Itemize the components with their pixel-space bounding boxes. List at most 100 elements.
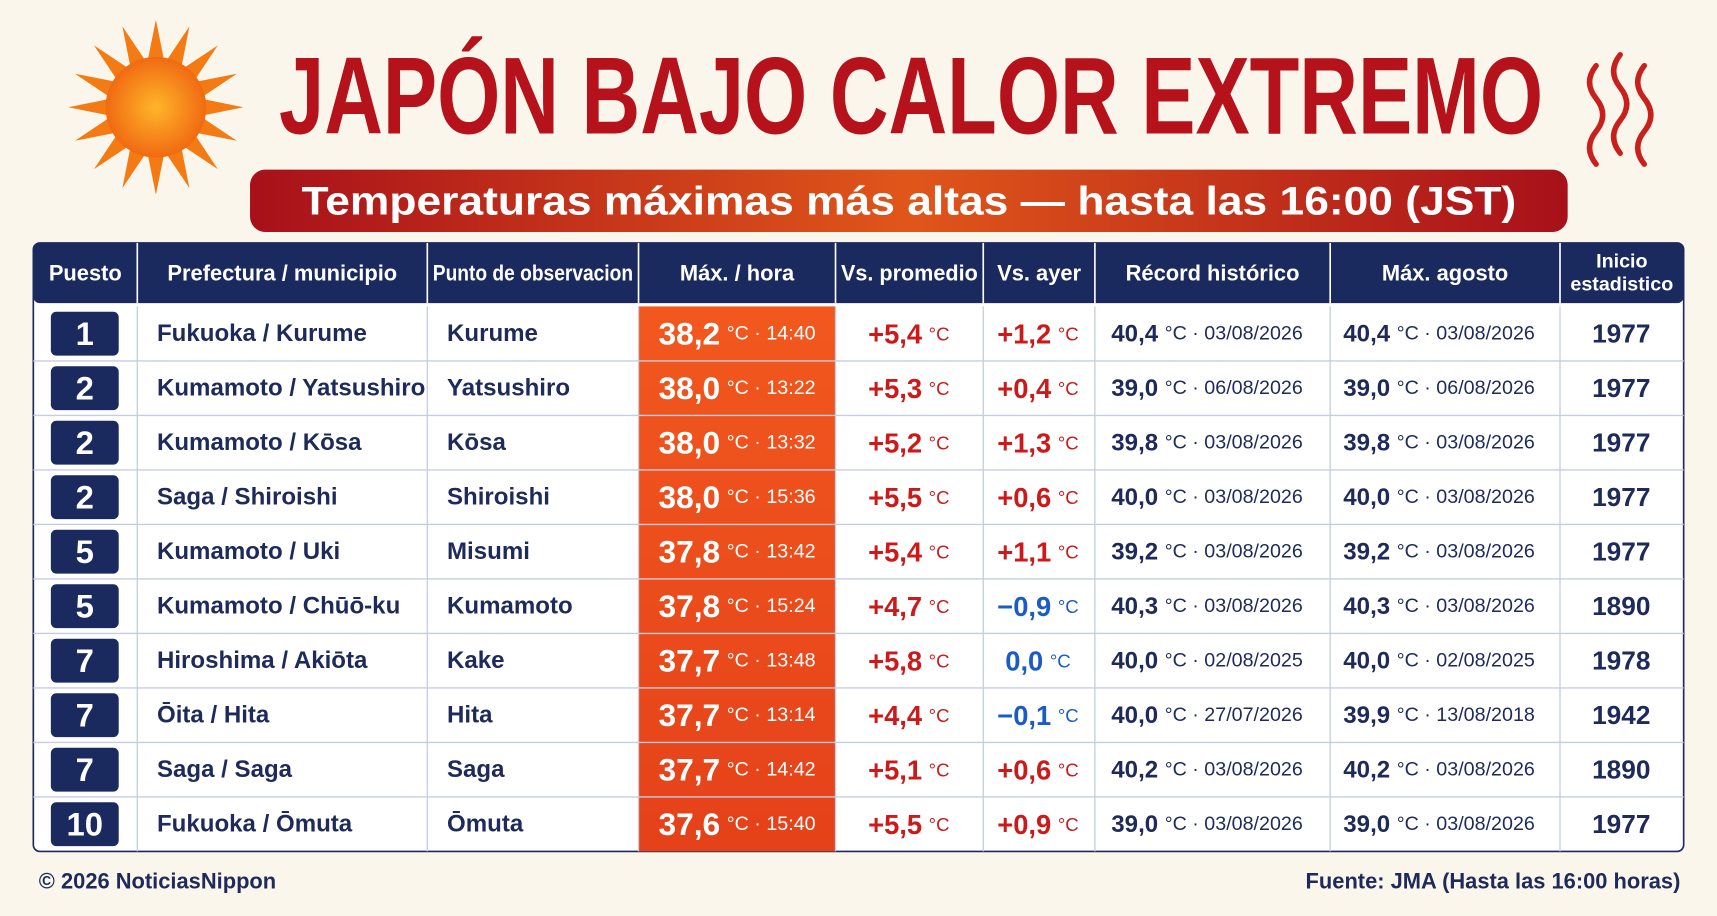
rank-badge [50, 747, 119, 792]
subtitle-banner [250, 169, 1568, 233]
max-temp-value: 38,0 [658, 425, 720, 461]
max-temp-unit: °C · 13:32 [727, 432, 816, 454]
column-header: Máx. / hora [680, 261, 795, 286]
vs-yesterday-unit: °C [1058, 759, 1079, 780]
record: 39,8 °C · 03/08/2026 [1111, 429, 1303, 456]
vs-yesterday-unit: °C [1058, 378, 1079, 399]
sun-ray [75, 118, 114, 141]
vs-yesterday: +0,4 °C [997, 373, 1078, 404]
sun-icon [68, 19, 244, 195]
vs-average-unit: °C [929, 650, 950, 671]
august-max-unit: °C · 03/08/2026 [1397, 541, 1535, 563]
vs-average-value: +4,7 [868, 591, 922, 622]
max-temp: 37,8 °C · 13:42 [658, 534, 815, 570]
record-value: 39,8 [1111, 429, 1158, 456]
vs-yesterday-unit: °C [1058, 596, 1079, 617]
max-temp: 37,7 °C · 13:48 [658, 643, 815, 679]
record-value: 40,0 [1111, 484, 1158, 511]
vs-yesterday-unit: °C [1058, 323, 1079, 344]
vs-yesterday: +1,2 °C [997, 318, 1078, 349]
record-unit: °C · 27/07/2026 [1165, 704, 1303, 726]
vs-yesterday-unit: °C [1058, 814, 1079, 835]
max-temp: 38,0 °C · 15:36 [658, 479, 815, 515]
prefecture: Fukuoka / Kurume [157, 320, 367, 347]
max-temp-unit: °C · 13:48 [727, 650, 816, 672]
max-temp: 37,7 °C · 13:14 [658, 697, 815, 733]
sun-ray [197, 118, 237, 141]
max-temp-value: 38,0 [658, 479, 720, 515]
max-temp: 37,8 °C · 15:24 [658, 588, 815, 624]
vs-average-unit: °C [929, 323, 950, 344]
vs-average-value: +5,2 [868, 427, 922, 458]
august-max-unit: °C · 03/08/2026 [1397, 323, 1535, 345]
august-max-value: 40,4 [1343, 320, 1390, 347]
rank-badge [50, 529, 119, 574]
start-year: 1978 [1592, 646, 1650, 676]
record-value: 39,0 [1111, 375, 1158, 402]
station: Yatsushiro [447, 375, 570, 402]
column-header: Inicio [1596, 251, 1647, 273]
vs-yesterday-unit: °C [1058, 541, 1079, 562]
record-value: 40,0 [1111, 702, 1158, 729]
sun-ray [167, 149, 190, 189]
august-max-unit: °C · 03/08/2026 [1397, 486, 1535, 508]
record: 40,0 °C · 27/07/2026 [1111, 702, 1303, 729]
prefecture: Hiroshima / Akiōta [157, 647, 368, 674]
vs-yesterday-value: +1,1 [997, 536, 1051, 567]
rank-badge [50, 311, 119, 356]
august-max-unit: °C · 03/08/2026 [1397, 432, 1535, 454]
record-unit: °C · 03/08/2026 [1165, 595, 1303, 617]
vs-yesterday: 0,0 °C [1005, 645, 1070, 676]
august-max-unit: °C · 03/08/2026 [1397, 813, 1535, 835]
column-header: Puesto [49, 261, 122, 286]
max-temp: 38,0 °C · 13:32 [658, 425, 815, 461]
august-max: 40,2 °C · 03/08/2026 [1343, 756, 1535, 783]
august-max-value: 40,3 [1343, 593, 1390, 620]
vs-yesterday-value: −0,1 [997, 700, 1051, 731]
sun-ray [148, 155, 164, 195]
vs-average-value: +5,3 [868, 373, 922, 404]
vs-yesterday-value: +0,6 [997, 754, 1051, 785]
rank: 2 [76, 424, 94, 461]
station: Ōmuta [447, 811, 524, 838]
vs-average: +5,2 °C [868, 427, 949, 458]
rank: 5 [76, 533, 94, 570]
rank-badge [50, 420, 119, 465]
august-max-unit: °C · 03/08/2026 [1397, 759, 1535, 781]
max-temp-value: 37,8 [658, 534, 720, 570]
sun-ray [184, 136, 218, 170]
start-year: 1942 [1592, 700, 1650, 730]
august-max: 40,3 °C · 03/08/2026 [1343, 593, 1535, 620]
prefecture: Saga / Saga [157, 756, 293, 783]
title: JAPÓN BAJO CALOR EXTREMO [279, 35, 1543, 157]
max-temp-unit: °C · 14:40 [727, 323, 816, 345]
vs-average: +5,8 °C [868, 645, 949, 676]
vs-yesterday-unit: °C [1058, 705, 1079, 726]
record: 40,0 °C · 02/08/2025 [1111, 647, 1303, 674]
start-year: 1977 [1592, 809, 1650, 839]
start-year: 1977 [1592, 482, 1650, 512]
vs-yesterday-value: −0,9 [997, 591, 1051, 622]
sun-ray [148, 19, 164, 59]
vs-yesterday-value: +0,4 [997, 373, 1052, 404]
vs-yesterday: +1,1 °C [997, 536, 1078, 567]
vs-average-value: +5,1 [868, 754, 922, 785]
max-temp-unit: °C · 15:24 [727, 595, 816, 617]
vs-yesterday: −0,9 °C [997, 591, 1078, 622]
august-max-unit: °C · 02/08/2025 [1397, 650, 1535, 672]
vs-yesterday-value: +1,3 [997, 427, 1051, 458]
vs-yesterday: −0,1 °C [997, 700, 1078, 731]
record-value: 39,2 [1111, 538, 1158, 565]
august-max: 40,4 °C · 03/08/2026 [1343, 320, 1535, 347]
sun-ray [204, 99, 244, 116]
august-max-unit: °C · 06/08/2026 [1397, 377, 1535, 399]
vs-average-unit: °C [929, 705, 950, 726]
august-max: 39,2 °C · 03/08/2026 [1343, 538, 1535, 565]
prefecture: Fukuoka / Ōmuta [157, 811, 353, 838]
vs-average: +4,7 °C [868, 591, 949, 622]
station: Misumi [447, 538, 530, 565]
vs-average-value: +4,4 [868, 700, 923, 731]
august-max-unit: °C · 13/08/2018 [1397, 704, 1535, 726]
vs-average-unit: °C [929, 432, 950, 453]
start-year: 1977 [1592, 537, 1650, 567]
